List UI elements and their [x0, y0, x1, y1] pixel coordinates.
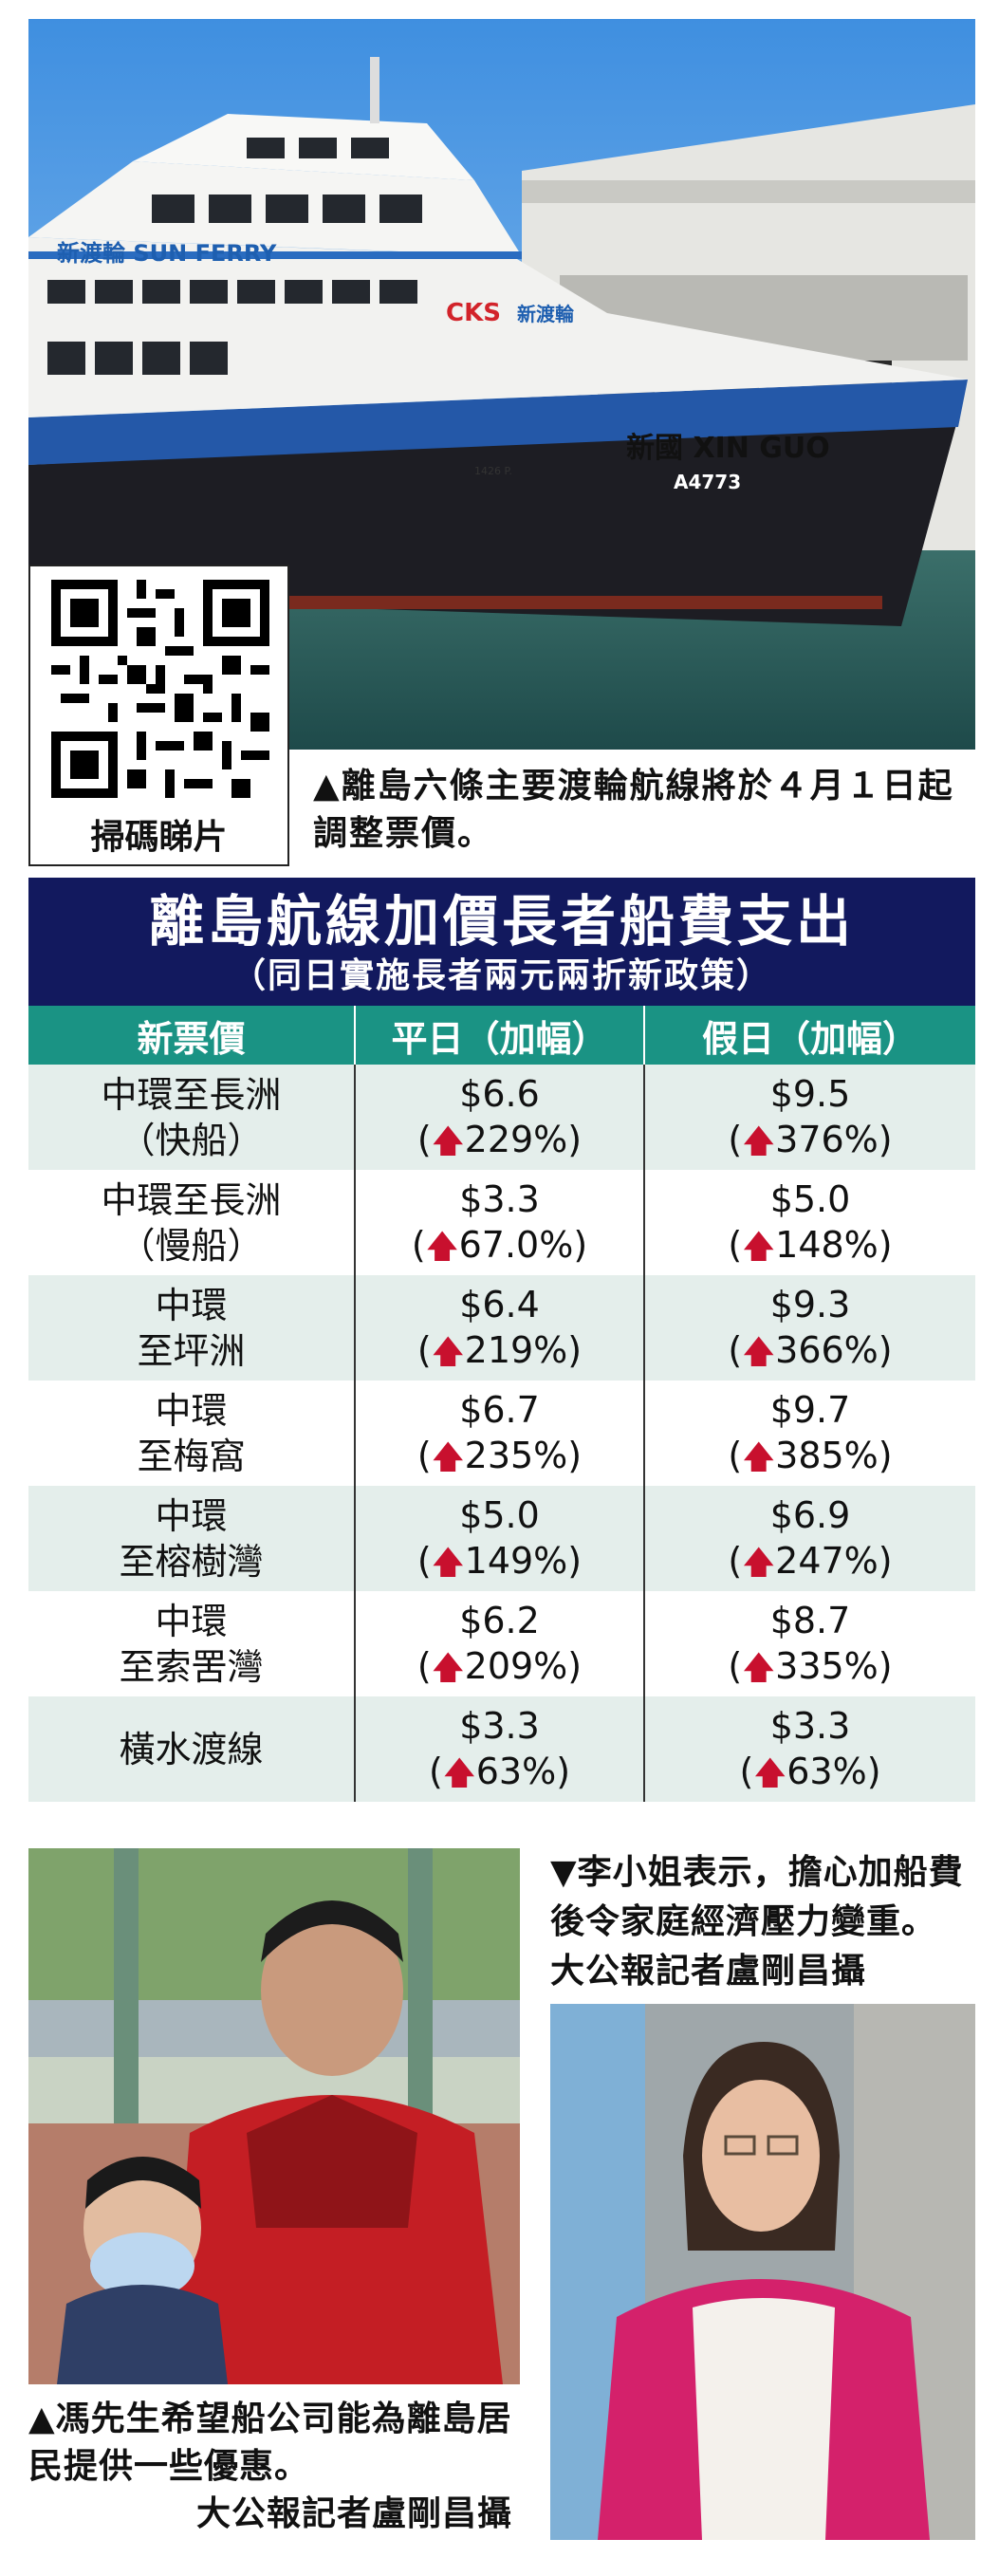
up-arrow-icon: 🡅	[431, 1121, 465, 1160]
up-arrow-icon: 🡅	[431, 1437, 465, 1476]
table-row: 中環 至坪洲 $6.4 (🡅219%) $9.3 (🡅366%)	[28, 1275, 975, 1381]
holiday-cell: $3.3 (🡅63%)	[739, 1704, 881, 1792]
up-arrow-icon: 🡅	[742, 1648, 776, 1687]
up-arrow-icon: 🡅	[431, 1648, 465, 1687]
table-subtitle: （同日實施長者兩元兩折新政策）	[231, 956, 772, 995]
table-title: 離島航線加價長者船費支出	[148, 889, 855, 954]
holiday-cell: $6.9 (🡅247%)	[728, 1493, 893, 1582]
ship-name-text: 新國 XIN GUO	[626, 432, 830, 465]
up-arrow-icon: 🡅	[431, 1543, 465, 1582]
column-header-weekday: 平日（加幅）	[356, 1006, 645, 1065]
up-arrow-icon: 🡅	[742, 1121, 776, 1160]
caption-mr-fung: ▲馮先生希望船公司能為離島居民提供一些優惠。 大公報記者盧剛昌攝	[28, 2396, 531, 2538]
ship-logo-text: CKS	[446, 299, 501, 327]
table-row: 中環 至索罟灣 $6.2 (🡅209%) $8.7 (🡅335%)	[28, 1591, 975, 1696]
ship-reg-text: A4773	[674, 471, 741, 493]
caption-ms-lee: ▼李小姐表示，擔心加船費後令家庭經濟壓力變重。 大公報記者盧剛昌攝	[550, 1853, 964, 1991]
route-cell: 中環 至索罟灣	[28, 1591, 356, 1696]
route-cell: 橫水渡線	[28, 1696, 356, 1802]
up-arrow-icon: 🡅	[742, 1227, 776, 1266]
up-arrow-icon: 🡅	[442, 1753, 476, 1792]
interview-photo-ms-lee	[550, 2004, 975, 2540]
photo-credit: 大公報記者盧剛昌攝	[195, 2494, 512, 2533]
table-row: 中環 至榕樹灣 $5.0 (🡅149%) $6.9 (🡅247%)	[28, 1486, 975, 1591]
up-arrow-icon: 🡅	[425, 1227, 459, 1266]
route-cell: 中環 至榕樹灣	[28, 1486, 356, 1591]
table-row: 中環至長洲 （慢船） $3.3 (🡅67.0%) $5.0 (🡅148%)	[28, 1170, 975, 1275]
weekday-cell: $6.7 (🡅235%)	[356, 1381, 645, 1486]
table-row: 橫水渡線 $3.3 (🡅63%) $3.3 (🡅63%)	[28, 1696, 975, 1802]
weekday-cell: $6.6 (🡅229%)	[356, 1065, 645, 1170]
table-row: 中環至長洲 （快船） $6.6 (🡅229%) $9.5 (🡅376%)	[28, 1065, 975, 1170]
holiday-cell: $9.5 (🡅376%)	[728, 1072, 893, 1160]
holiday-cell: $9.3 (🡅366%)	[728, 1283, 893, 1371]
weekday-cell: $6.4 (🡅219%)	[356, 1275, 645, 1381]
weekday-cell: $6.2 (🡅209%)	[356, 1591, 645, 1696]
up-arrow-icon: 🡅	[742, 1332, 776, 1371]
up-arrow-icon: 🡅	[431, 1332, 465, 1371]
ferry-caption: ▲離島六條主要渡輪航線將於４月１日起調整票價。	[313, 767, 954, 853]
holiday-cell: $8.7 (🡅335%)	[728, 1599, 893, 1687]
ferry-photo: 新渡輪 SUN FERRY CKS 新渡輪 新國 XIN GUO A4773 1…	[28, 19, 975, 750]
table-body: 中環至長洲 （快船） $6.6 (🡅229%) $9.5 (🡅376%) 中環至長洲（…	[28, 1065, 975, 1802]
route-cell: 中環 至坪洲	[28, 1275, 356, 1381]
table-column-headers: 新票價 平日（加幅） 假日（加幅）	[28, 1006, 975, 1065]
up-arrow-icon: 🡅	[742, 1543, 776, 1582]
route-cell: 中環 至梅窩	[28, 1381, 356, 1486]
ship-capacity-text: 1426 P.	[474, 465, 512, 477]
holiday-cell: $9.7 (🡅385%)	[728, 1388, 893, 1476]
caption-mr-fung-text: ▲馮先生希望船公司能為離島居民提供一些優惠。	[28, 2400, 512, 2486]
qr-label: 掃碼睇片	[90, 818, 228, 857]
interview-photo-mr-fung	[28, 1848, 520, 2384]
fare-table: 離島航線加價長者船費支出 （同日實施長者兩元兩折新政策） 新票價 平日（加幅） …	[28, 878, 975, 1802]
ship-brand-text: 新渡輪 SUN FERRY	[57, 240, 277, 267]
qr-code-box[interactable]: 掃碼睇片	[28, 565, 289, 866]
up-arrow-icon: 🡅	[742, 1437, 776, 1476]
weekday-cell: $3.3 (🡅67.0%)	[356, 1170, 645, 1275]
route-cell: 中環至長洲 （慢船）	[28, 1170, 356, 1275]
table-header: 離島航線加價長者船費支出 （同日實施長者兩元兩折新政策）	[28, 878, 975, 1006]
weekday-cell: $3.3 (🡅63%)	[356, 1696, 645, 1802]
holiday-cell: $5.0 (🡅148%)	[728, 1177, 893, 1266]
table-row: 中環 至梅窩 $6.7 (🡅235%) $9.7 (🡅385%)	[28, 1381, 975, 1486]
route-cell: 中環至長洲 （快船）	[28, 1065, 356, 1170]
qr-code-icon[interactable]	[51, 580, 269, 798]
weekday-cell: $5.0 (🡅149%)	[356, 1486, 645, 1591]
column-header-holiday: 假日（加幅）	[701, 1017, 918, 1060]
up-arrow-icon: 🡅	[753, 1753, 787, 1792]
column-header-fare: 新票價	[28, 1006, 356, 1065]
ship-logo-cn: 新渡輪	[517, 303, 575, 325]
